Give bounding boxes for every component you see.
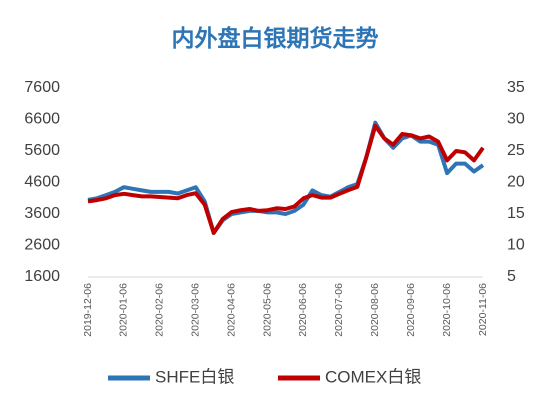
x-tick-label: 2020-02-06: [154, 283, 166, 337]
x-tick-label: 2020-03-06: [190, 283, 202, 337]
y2-tick-label: 5: [507, 268, 516, 285]
legend-label: COMEX白银: [325, 367, 421, 386]
chart-title: 内外盘白银期货走势: [172, 25, 379, 51]
x-tick-label: 2020-01-06: [118, 283, 130, 337]
y-tick-label: 5600: [24, 142, 60, 159]
x-tick-label: 2019-12-06: [82, 283, 94, 337]
x-tick-label: 2020-04-06: [225, 283, 237, 337]
y-tick-label: 6600: [24, 111, 60, 128]
x-tick-label: 2020-05-06: [261, 283, 273, 337]
y2-tick-label: 20: [507, 174, 525, 191]
x-tick-label: 2020-08-06: [369, 283, 381, 337]
y2-tick-label: 10: [507, 237, 525, 254]
y2-tick-label: 35: [507, 79, 525, 96]
series-line: [87, 123, 485, 235]
y-tick-label: 4600: [24, 174, 60, 191]
y2-tick-label: 25: [507, 142, 525, 159]
x-tick-label: 2020-11-06: [477, 283, 489, 336]
y-tick-label: 2600: [24, 237, 60, 254]
y-tick-label: 1600: [24, 268, 60, 285]
y2-tick-label: 30: [507, 111, 525, 128]
x-tick-label: 2020-06-06: [297, 283, 309, 337]
legend-label: SHFE白银: [155, 367, 234, 386]
y2-tick-label: 15: [507, 205, 525, 222]
x-tick-label: 2020-10-06: [441, 283, 453, 337]
y-tick-label: 3600: [24, 205, 60, 222]
x-tick-label: 2020-07-06: [333, 283, 345, 337]
x-tick-label: 2020-09-06: [405, 283, 417, 337]
series-line: [87, 120, 485, 235]
y-tick-label: 7600: [24, 79, 60, 96]
